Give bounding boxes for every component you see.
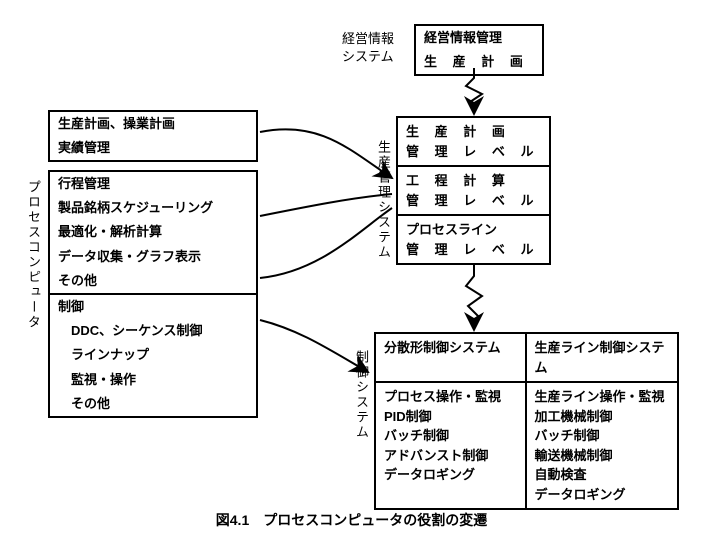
left-a-1: 実績管理 — [50, 136, 256, 160]
mid-row-2-a: プロセスライン — [406, 220, 541, 240]
left-box-a: 生産計画、操業計画 実績管理 — [48, 110, 258, 162]
bcol2-4: 自動検査 — [535, 465, 670, 485]
left-c-header: 制御 — [50, 295, 256, 319]
bcol2-2: バッチ制御 — [535, 426, 670, 446]
bcol2-1: 加工機械制御 — [535, 407, 670, 427]
bottom-body: プロセス操作・監視 PID制御 バッチ制御 アドバンスト制御 データロギング 生… — [376, 381, 677, 508]
bottom-h0: 分散形制御システム — [376, 334, 527, 381]
top-box-line2: 生 産 計 画 — [416, 50, 542, 74]
mid-row-1-b: 管 理 レ ベ ル — [406, 191, 541, 211]
top-box: 経営情報管理 生 産 計 画 — [414, 24, 544, 76]
mid-box: 生 産 計 画 管 理 レ ベ ル 工 程 計 算 管 理 レ ベ ル プロセス… — [396, 116, 551, 265]
left-c-2: 監視・操作 — [50, 368, 256, 392]
bottom-vlabel: 制御システム — [352, 350, 371, 440]
figure-caption: 図4.1 プロセスコンピュータの役割の変遷 — [20, 510, 683, 530]
mid-row-0-b: 管 理 レ ベ ル — [406, 142, 541, 162]
bcol1-2: バッチ制御 — [384, 426, 517, 446]
left-box-bc: 行程管理 製品銘柄スケジューリング 最適化・解析計算 データ収集・グラフ表示 そ… — [48, 170, 258, 418]
left-vlabel: プロセスコンピュータ — [24, 180, 43, 330]
left-b-3: データ収集・グラフ表示 — [50, 245, 256, 269]
top-label: 経営情報 システム — [342, 30, 394, 66]
bcol1-4: データロギング — [384, 465, 517, 485]
mid-vlabel: 生産管理システム — [374, 140, 393, 260]
left-c-3: その他 — [50, 392, 256, 416]
left-a-0: 生産計画、操業計画 — [50, 112, 256, 136]
bcol2-0: 生産ライン操作・監視 — [535, 387, 670, 407]
bottom-h1: 生産ライン制御システム — [527, 334, 678, 381]
bcol1-1: PID制御 — [384, 407, 517, 427]
left-b-4: その他 — [50, 269, 256, 293]
left-b-0: 行程管理 — [50, 172, 256, 196]
left-b-1: 製品銘柄スケジューリング — [50, 196, 256, 220]
bottom-box: 分散形制御システム 生産ライン制御システム プロセス操作・監視 PID制御 バッ… — [374, 332, 679, 510]
bottom-col1: プロセス操作・監視 PID制御 バッチ制御 アドバンスト制御 データロギング — [376, 383, 527, 508]
top-box-line1: 経営情報管理 — [416, 26, 542, 50]
left-c-0: DDC、シーケンス制御 — [50, 319, 256, 343]
diagram-container: 経営情報 システム 経営情報管理 生 産 計 画 プロセスコンピュータ 生産計画… — [20, 20, 683, 498]
mid-row-0-a: 生 産 計 画 — [406, 122, 541, 142]
mid-row-2: プロセスライン 管 理 レ ベ ル — [398, 214, 549, 263]
bcol1-3: アドバンスト制御 — [384, 446, 517, 466]
bottom-headers: 分散形制御システム 生産ライン制御システム — [376, 334, 677, 381]
mid-row-1-a: 工 程 計 算 — [406, 171, 541, 191]
mid-row-0: 生 産 計 画 管 理 レ ベ ル — [398, 118, 549, 165]
bottom-col2: 生産ライン操作・監視 加工機械制御 バッチ制御 輸送機械制御 自動検査 データロ… — [527, 383, 678, 508]
bcol2-3: 輸送機械制御 — [535, 446, 670, 466]
left-c-1: ラインナップ — [50, 343, 256, 367]
bcol2-5: データロギング — [535, 485, 670, 505]
mid-row-2-b: 管 理 レ ベ ル — [406, 240, 541, 260]
left-b-2: 最適化・解析計算 — [50, 220, 256, 244]
mid-row-1: 工 程 計 算 管 理 レ ベ ル — [398, 165, 549, 214]
bcol1-0: プロセス操作・監視 — [384, 387, 517, 407]
